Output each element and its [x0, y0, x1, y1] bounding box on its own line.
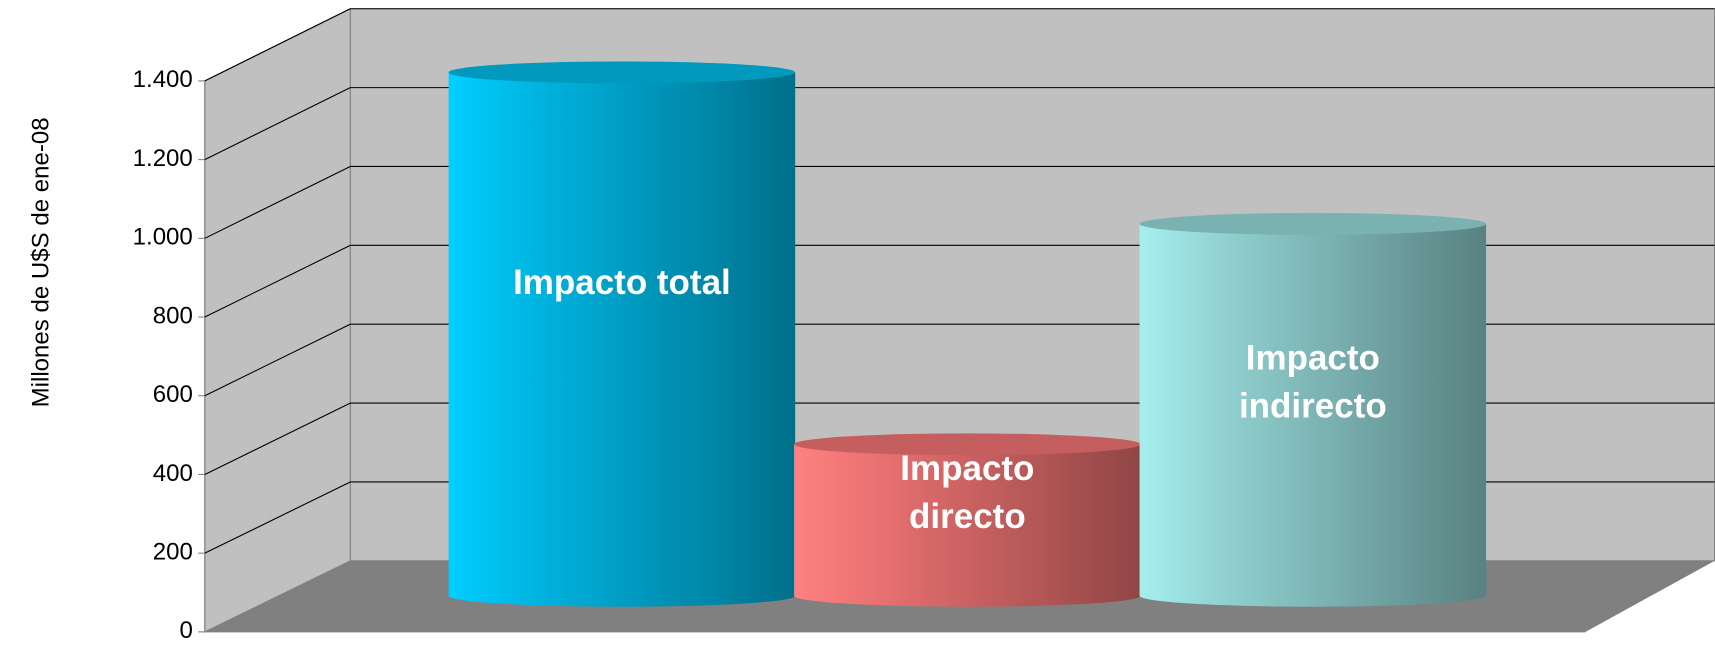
cylinder	[794, 444, 1141, 607]
grid-line	[204, 481, 351, 554]
cylinder-top	[448, 61, 796, 84]
y-tick-label: 200	[153, 539, 193, 566]
y-tick-label: 1.200	[133, 145, 193, 172]
data-label-box: Impacto total	[513, 261, 731, 302]
data-label: Impacto directo	[900, 447, 1035, 536]
grid-line	[204, 165, 351, 239]
data-label: Impacto indirecto	[1238, 337, 1387, 426]
cylinder-top	[794, 433, 1141, 456]
cylinder	[448, 72, 796, 607]
side-wall	[204, 7, 351, 633]
cylinder	[1139, 223, 1487, 607]
y-tick-label: 800	[153, 302, 193, 329]
cylinder-top	[1139, 212, 1487, 235]
y-tick-label: 1.400	[133, 66, 193, 93]
y-tick-label: 600	[153, 381, 193, 408]
y-tick-label: 1.000	[133, 224, 193, 251]
data-label-box: Impacto directo	[900, 447, 1035, 536]
y-axis-title: Millones de U$S de ene-08	[27, 117, 54, 407]
grid-line	[204, 323, 351, 397]
y-tick-label: 400	[153, 460, 193, 487]
data-label-box: Impacto indirecto	[1238, 337, 1387, 426]
data-label: Impacto total	[513, 261, 731, 302]
grid-line	[204, 87, 351, 161]
grid-line	[204, 8, 351, 82]
grid-line	[204, 244, 351, 318]
y-tick-label: 0	[179, 617, 192, 644]
grid-line	[204, 402, 351, 475]
